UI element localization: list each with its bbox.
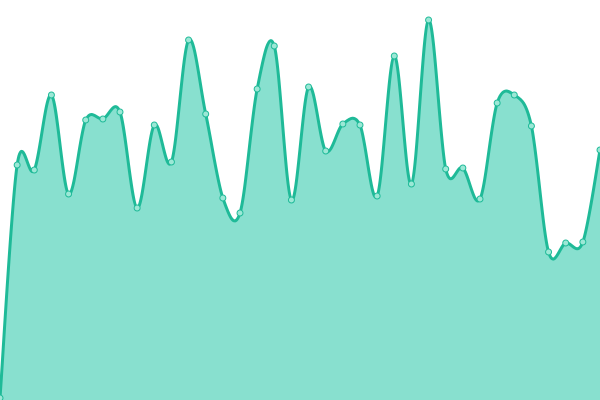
data-point-26	[442, 165, 450, 173]
data-point-5	[82, 116, 90, 124]
data-point-7	[116, 108, 124, 116]
data-point-3	[47, 91, 55, 99]
data-point-9	[150, 121, 158, 129]
data-point-16	[270, 42, 278, 50]
data-point-10	[167, 158, 175, 166]
area-fill	[0, 19, 600, 400]
data-point-4	[65, 190, 73, 198]
data-point-31	[527, 122, 535, 130]
data-point-20	[339, 120, 347, 128]
data-point-6	[99, 115, 107, 123]
data-point-34	[579, 238, 587, 246]
data-point-18	[305, 83, 313, 91]
data-point-12	[202, 110, 210, 118]
data-point-27	[459, 164, 467, 172]
data-point-32	[545, 248, 553, 256]
data-point-13	[219, 194, 227, 202]
data-point-14	[236, 209, 244, 217]
data-point-21	[356, 121, 364, 129]
data-point-2	[30, 166, 38, 174]
data-point-1	[13, 161, 21, 169]
data-points	[0, 16, 600, 400]
data-point-29	[493, 99, 501, 107]
data-point-22	[373, 192, 381, 200]
data-point-15	[253, 85, 261, 93]
data-point-25	[425, 16, 433, 24]
data-point-30	[510, 91, 518, 99]
data-point-11	[185, 36, 193, 44]
data-point-8	[133, 204, 141, 212]
data-point-24	[407, 180, 415, 188]
data-point-19	[322, 147, 330, 155]
data-point-28	[476, 195, 484, 203]
data-point-0	[0, 394, 4, 400]
data-point-35	[596, 146, 600, 154]
data-point-33	[562, 239, 570, 247]
data-point-17	[287, 196, 295, 204]
data-point-23	[390, 52, 398, 60]
